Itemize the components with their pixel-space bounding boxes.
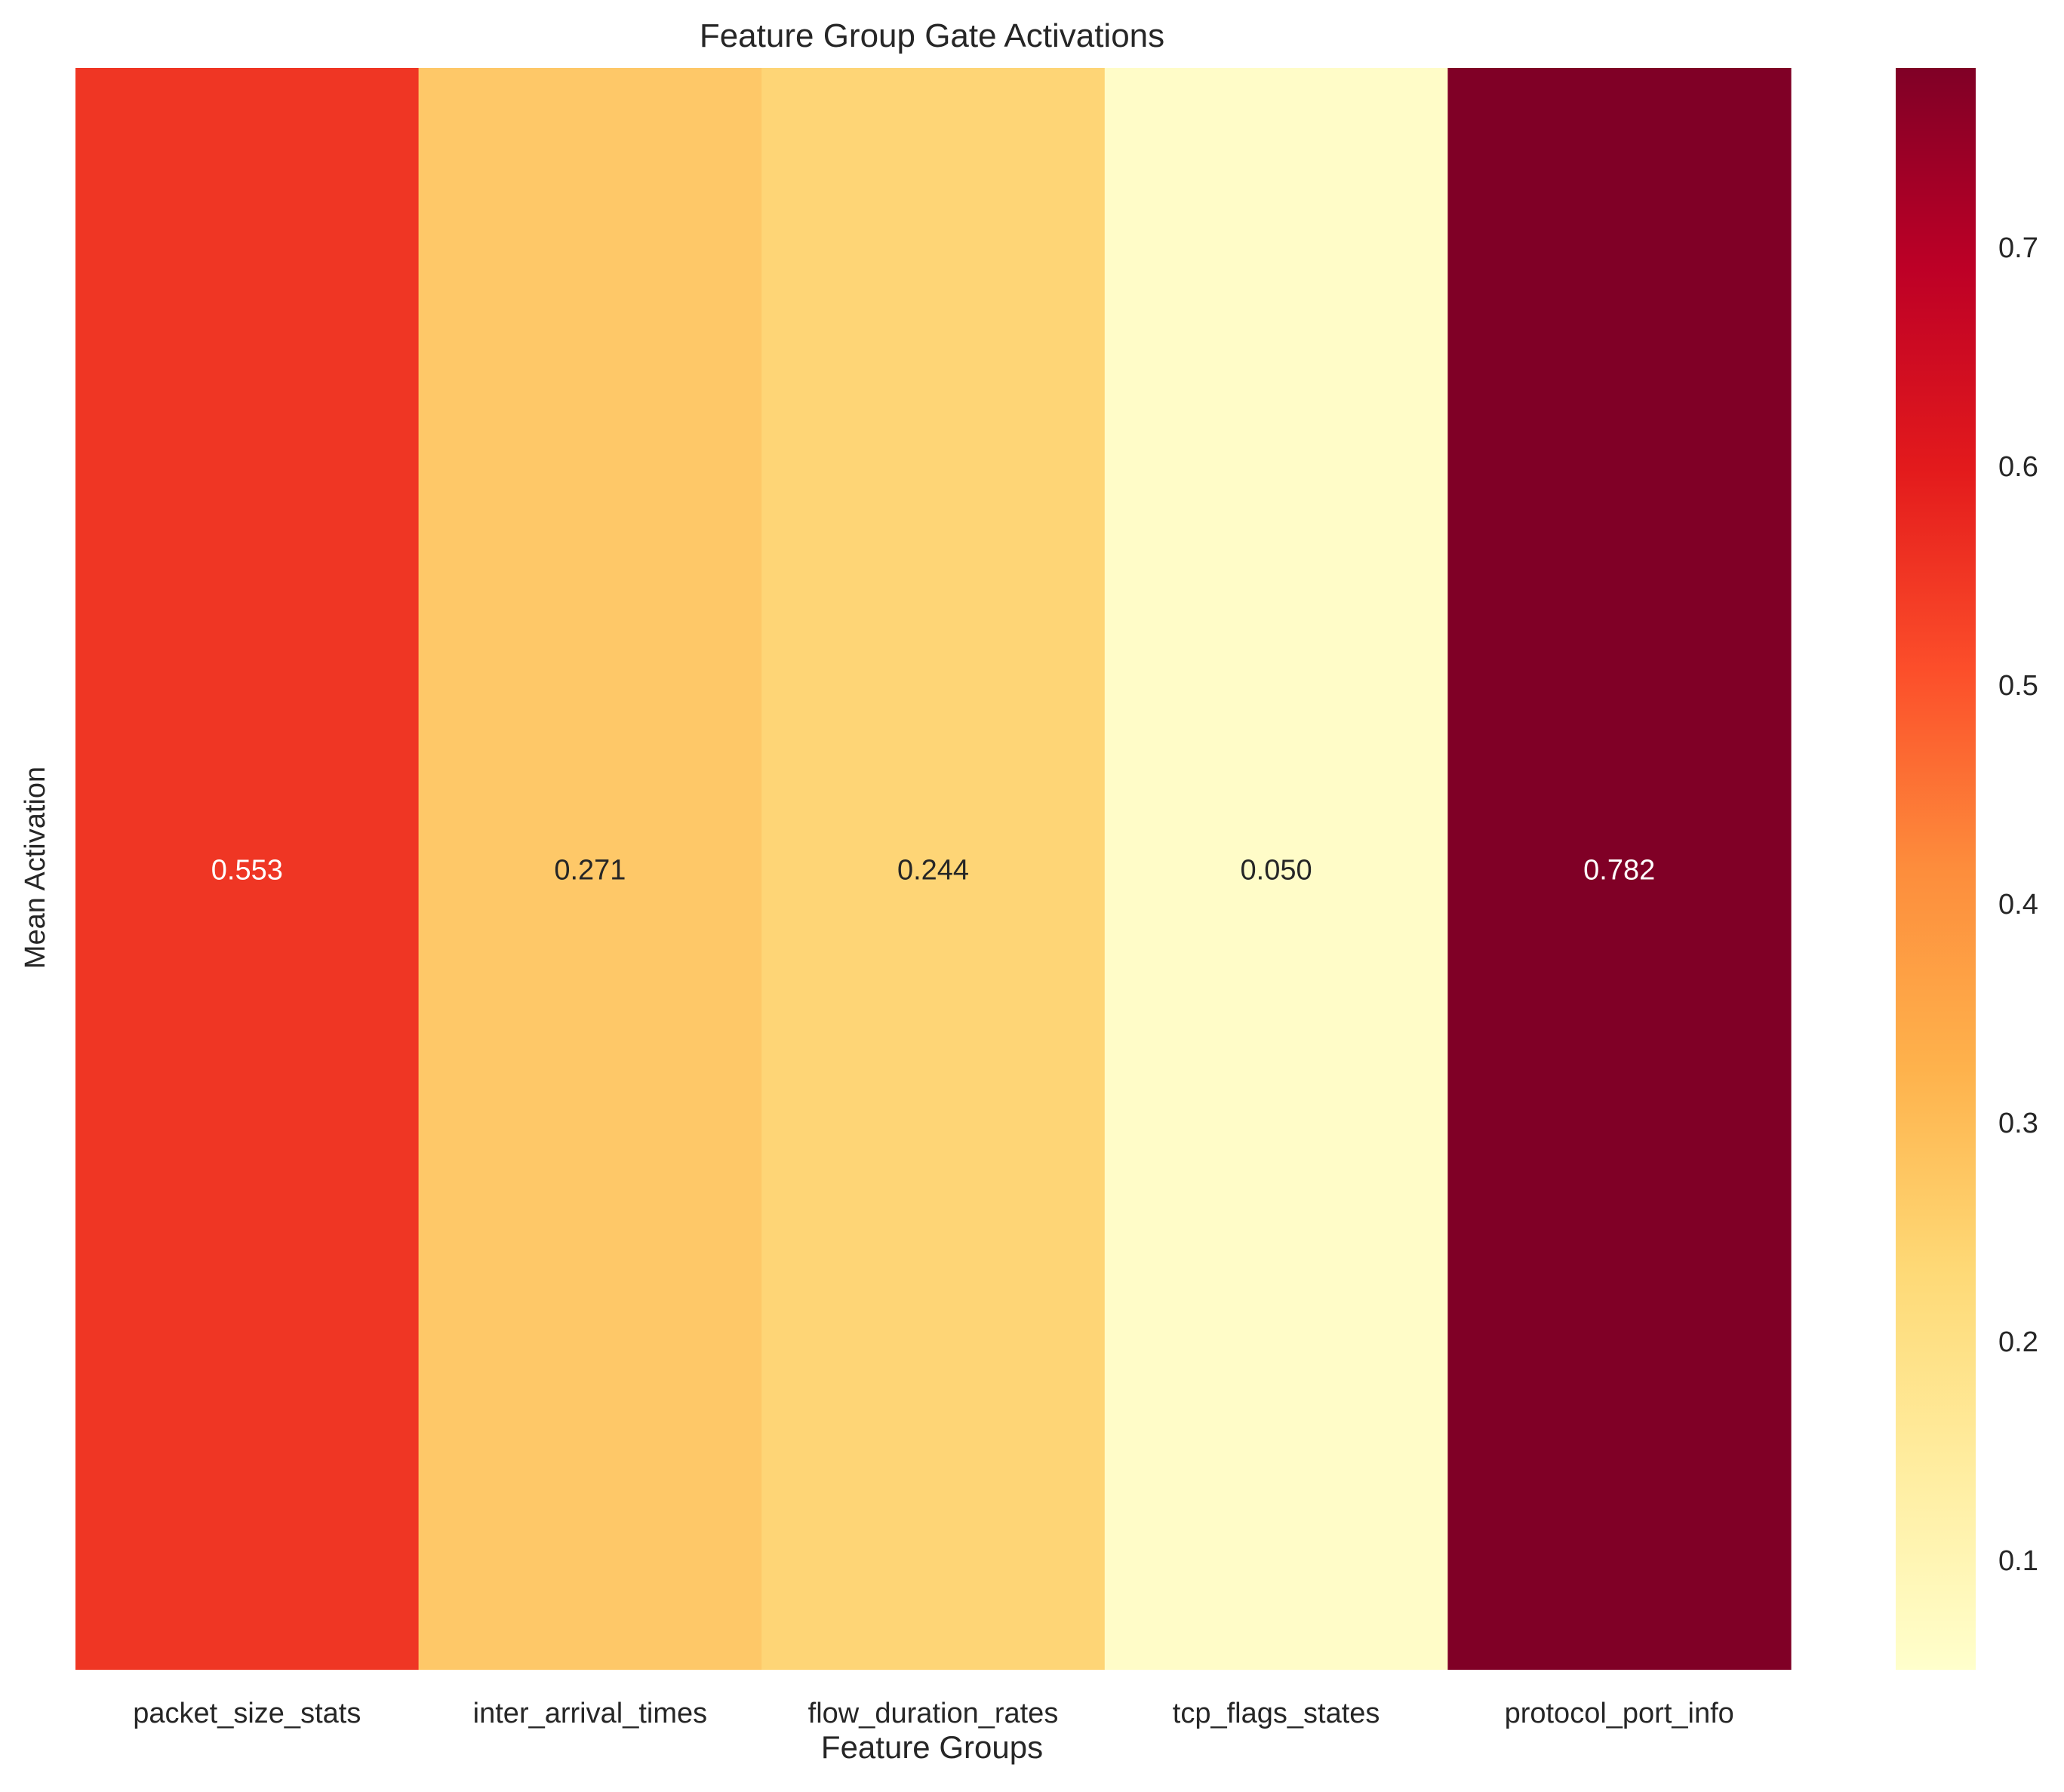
chart-title: Feature Group Gate Activations (700, 17, 1164, 54)
heatmap-cells (75, 68, 1792, 1670)
colorbar-tick-label: 0.4 (1998, 889, 2038, 921)
colorbar-tick-labels: 0.1 0.2 0.3 0.4 0.5 0.6 0.7 (1998, 232, 2038, 1577)
heatmap-cell-packet_size_stats (75, 68, 420, 1670)
cell-value-label: 0.271 (554, 855, 626, 887)
colorbar-tick-label: 0.3 (1998, 1108, 2038, 1139)
colorbar-tick-label: 0.5 (1998, 670, 2038, 702)
x-axis-label: Feature Groups (821, 1729, 1043, 1765)
heatmap-cell-tcp_flags_states (1104, 68, 1448, 1670)
x-tick-label: tcp_flags_states (1173, 1698, 1380, 1729)
colorbar-tick-label: 0.2 (1998, 1326, 2038, 1358)
cell-annotations: 0.553 0.271 0.244 0.050 0.782 (211, 855, 1655, 887)
colorbar (1896, 68, 1976, 1670)
heatmap-cell-flow_duration_rates (761, 68, 1106, 1670)
cell-value-label: 0.553 (211, 855, 283, 887)
heatmap-cell-protocol_port_info (1447, 68, 1792, 1670)
x-tick-label: protocol_port_info (1505, 1698, 1734, 1729)
colorbar-tick-label: 0.1 (1998, 1545, 2038, 1577)
x-tick-label: inter_arrival_times (473, 1698, 707, 1729)
y-axis-label: Mean Activation (20, 767, 51, 969)
cell-value-label: 0.782 (1583, 855, 1655, 887)
cell-value-label: 0.050 (1241, 855, 1312, 887)
x-tick-label: flow_duration_rates (808, 1698, 1059, 1729)
x-tick-labels: packet_size_stats inter_arrival_times flow… (133, 1698, 1734, 1729)
heatmap-cell-inter_arrival_times (418, 68, 762, 1670)
x-tick-label: packet_size_stats (133, 1698, 361, 1729)
colorbar-tick-label: 0.6 (1998, 451, 2038, 483)
colorbar-tick-label: 0.7 (1998, 232, 2038, 264)
cell-value-label: 0.244 (897, 855, 969, 887)
